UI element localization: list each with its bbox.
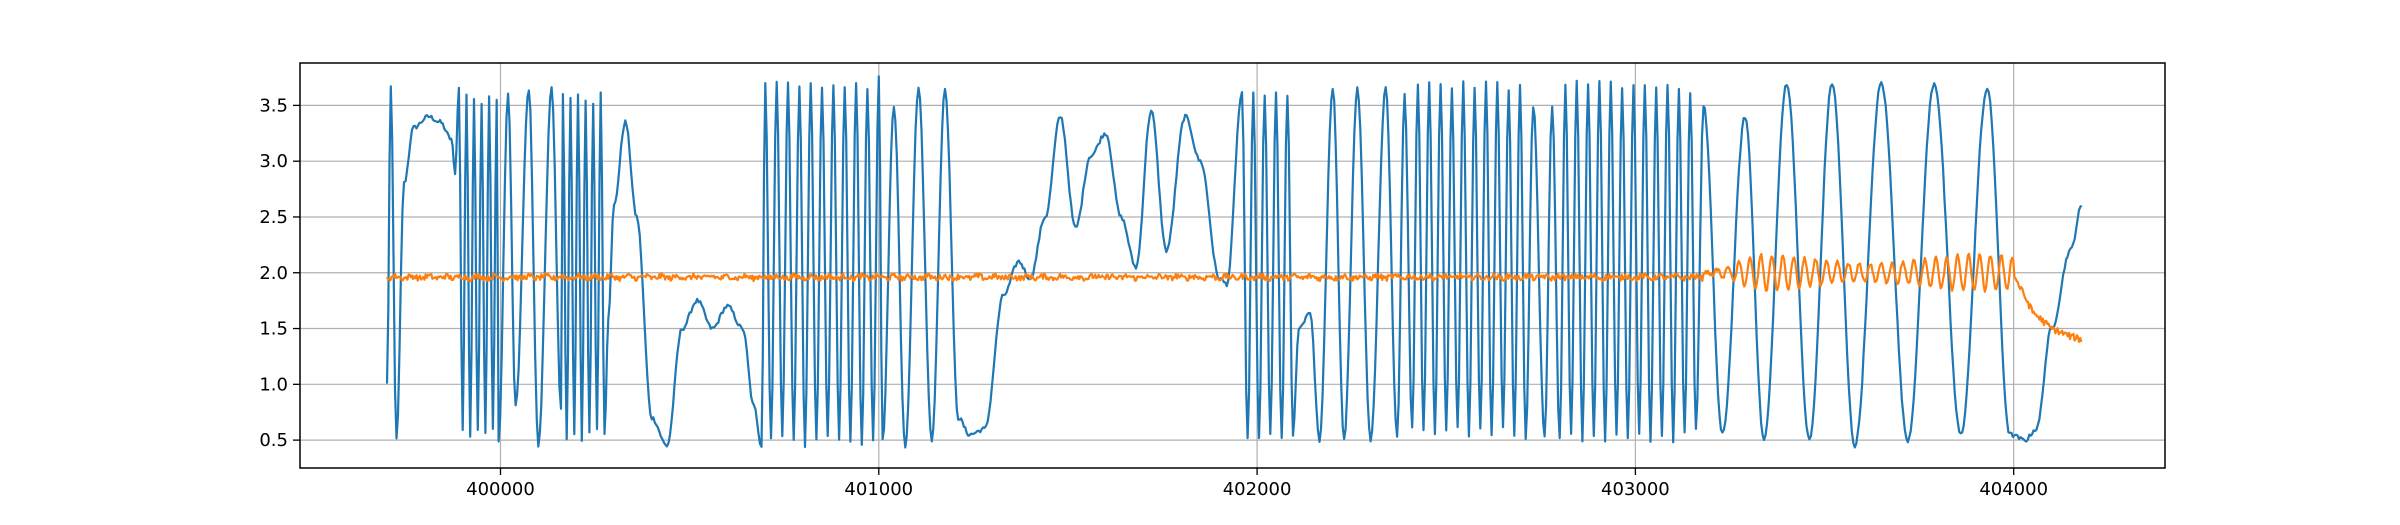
series-blue-line [385,75,2083,449]
x-tick-label: 402000 [1223,479,1292,500]
y-tick-label: 2.0 [259,263,288,284]
y-tick-label: 2.5 [259,207,288,228]
y-tick-label: 0.5 [259,430,288,451]
x-tick-label: 404000 [1979,479,2048,500]
x-tick-label: 401000 [844,479,913,500]
y-tick-label: 3.5 [259,95,288,116]
series-orange-line [385,252,2083,343]
axes-frame [299,62,2166,469]
y-tick-label: 1.0 [259,374,288,395]
series-lines [385,75,2083,449]
x-tick-label: 403000 [1601,479,1670,500]
y-tick-label: 1.5 [259,319,288,340]
grid-lines [300,63,2165,468]
x-tick-label: 400000 [466,479,535,500]
y-tick-label: 3.0 [259,151,288,172]
axis-ticks: 400000 401000 402000 403000 404000 0.5 1.0 1.5 2… [259,95,2048,500]
